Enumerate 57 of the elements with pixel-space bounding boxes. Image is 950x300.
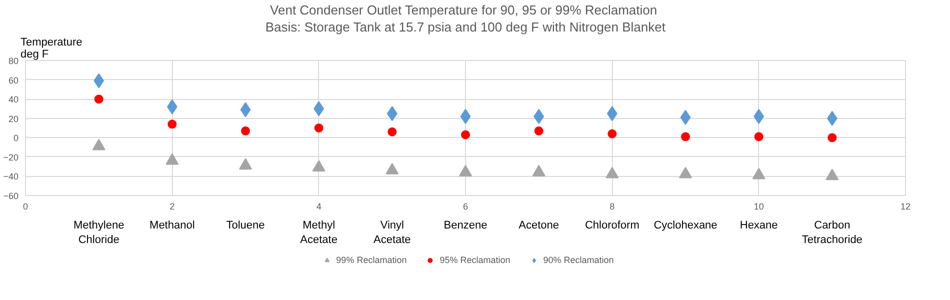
y-tick-label: 20 [8,114,19,124]
text: 4 [316,202,322,212]
point [460,108,471,124]
legend-label: 90% Reclamation [543,255,614,265]
point [532,164,546,176]
x-tick-label: Acetone [518,220,560,232]
point [94,94,104,104]
legend-label: 99% Reclamation [336,255,407,265]
point [828,133,837,142]
y-tick-label: 80 [8,56,19,66]
point [312,160,326,172]
chart-title: Vent Condenser Outlet Temperature for 90, 95 or 99% Reclamation [270,2,658,18]
text: 12 [900,202,911,212]
point [534,126,544,136]
x-tick-label: Methyl Acetate [300,220,338,246]
point [166,153,179,165]
point [168,120,177,129]
x-tick-label: Toluene [226,220,265,232]
x-tick-label: Hexane [740,220,778,232]
point [241,126,250,136]
point [754,132,764,142]
y-tick-label: −20 [3,152,19,162]
text: 10 [754,202,764,212]
x-tick-label: Cyclohexane [654,220,718,232]
point [680,110,691,125]
point [461,130,470,140]
y-axis-title: Temperature deg F [20,36,82,60]
point [386,163,399,174]
point [679,166,692,178]
y-tick-label: 0 [13,133,19,144]
chart-subtitle: Basis: Storage Tank at 15.7 psia and 100 deg F with Nitrogen Blanket [265,20,666,34]
y-tick-label: 60 [8,75,19,86]
point [388,127,397,136]
y-tick-label: −60 [3,191,19,201]
x-tick-label: Benzene [444,220,488,232]
x-tick-label: Vinyl Acetate [374,220,411,246]
text: 2 [170,202,175,212]
point [608,129,617,138]
text: 0 [22,202,28,212]
x-tick-label: Methanol [150,220,195,232]
point [752,168,766,180]
point [92,138,106,150]
point [606,166,619,178]
x-tick-label: Carbon Tetrachoride [802,220,862,246]
y-tick-label: 40 [8,94,19,105]
point [240,102,251,118]
legend-label: 95% Reclamation [440,255,510,265]
x-tick-label: Methylene Chloride [73,220,124,246]
point [681,132,690,142]
y-tick-label: −40 [3,172,19,182]
point [459,164,472,176]
point [314,124,324,132]
text: 6 [462,202,468,212]
x-tick-label: Chloroform [584,220,640,232]
point [826,168,839,180]
text: 8 [610,202,615,212]
point [239,158,252,170]
